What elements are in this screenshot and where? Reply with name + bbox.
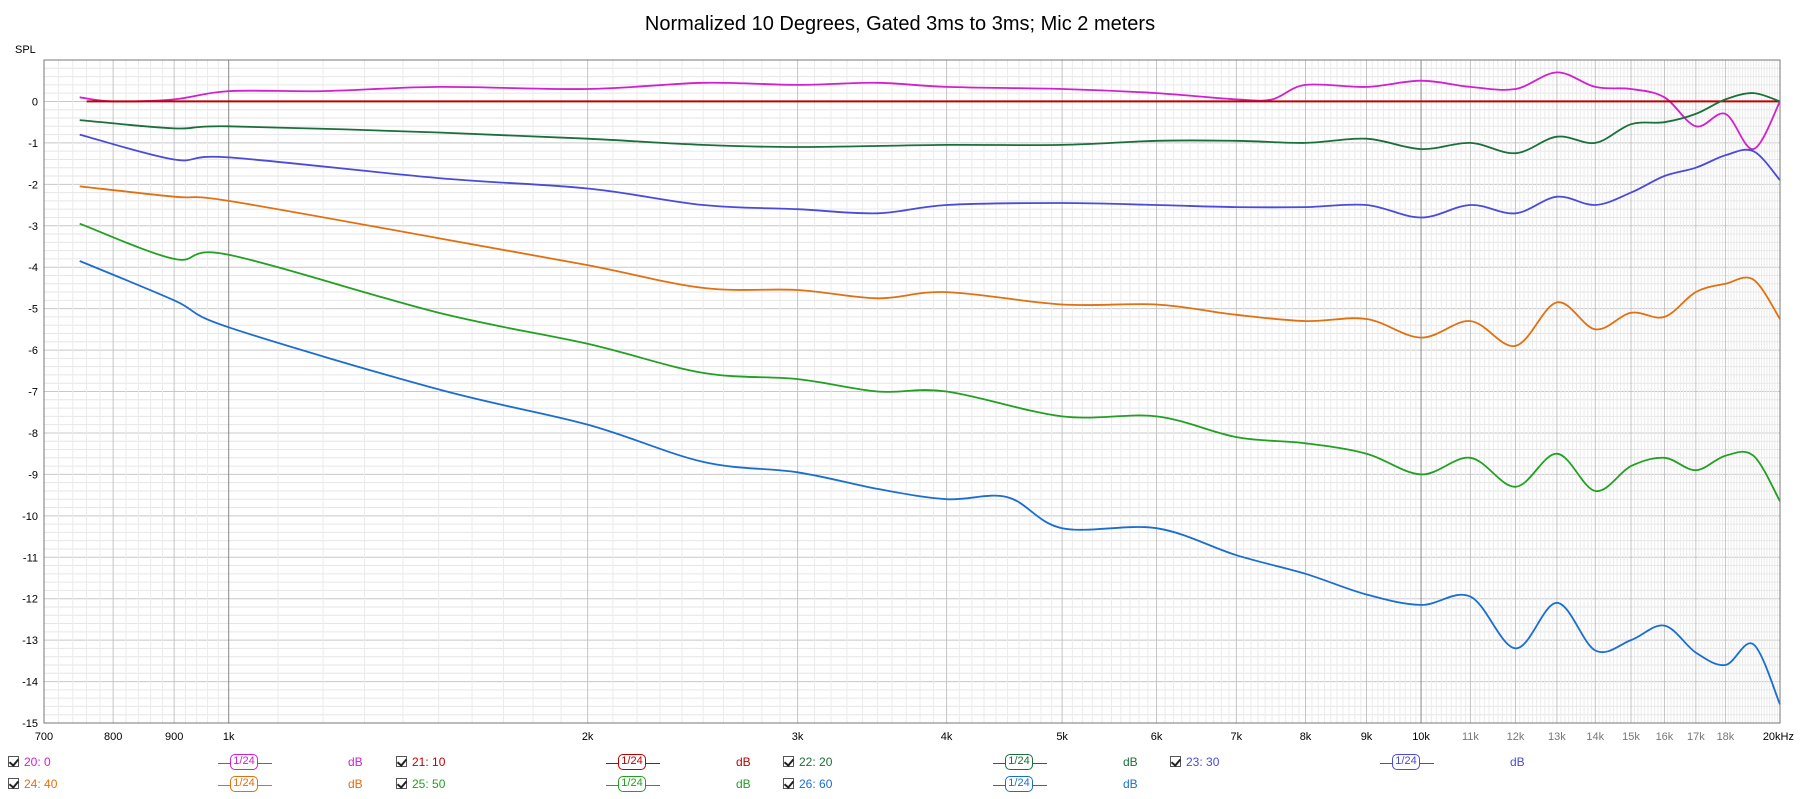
x-tick-label: 5k [1056, 731, 1068, 743]
legend-unit: dB [1123, 777, 1138, 791]
legend: 20: 0 1/24 dB 21: 10 1/24 dB 22: 20 1/24 dB 23: 3… [0, 747, 1800, 799]
legend-item: 24: 40 1/24 dB [8, 775, 388, 795]
x-tick-label: 700 [35, 731, 53, 743]
legend-label: 24: 40 [24, 777, 58, 791]
chart-title: Normalized 10 Degrees, Gated 3ms to 3ms;… [645, 13, 1155, 35]
legend-item: 26: 60 1/24 dB [783, 775, 1163, 795]
y-tick-label: -10 [22, 511, 38, 523]
series-line-2 [79, 92, 1781, 155]
y-axis-label: SPL [15, 44, 36, 56]
series-line-6 [79, 260, 1781, 705]
legend-item: 20: 0 1/24 dB [8, 753, 388, 773]
legend-checkbox[interactable] [783, 778, 794, 789]
legend-checkbox[interactable] [396, 756, 407, 767]
legend-item: 25: 50 1/24 dB [396, 775, 776, 795]
x-tick-label: 7k [1231, 731, 1243, 743]
y-tick-label: -7 [28, 387, 38, 399]
x-tick-label: 800 [104, 731, 122, 743]
smoothing-button[interactable]: 1/24 [218, 753, 272, 773]
x-tick-label: 10k [1412, 731, 1430, 743]
axis-ticks: 0 -1 -2 -3 -4 -5 -6 -7 -8 -9 -10 -11 -12 -13 -14 -15700… [22, 96, 1794, 743]
chart: Normalized 10 Degrees, Gated 3ms to 3ms;… [15, 13, 1794, 743]
y-tick-label: -8 [28, 428, 38, 440]
legend-item: 23: 30 1/24 dB [1170, 753, 1550, 773]
x-tick-label: 4k [941, 731, 953, 743]
legend-label: 23: 30 [1186, 755, 1220, 769]
legend-checkbox[interactable] [783, 756, 794, 767]
x-tick-label: 8k [1300, 731, 1312, 743]
smoothing-button[interactable]: 1/24 [606, 775, 660, 795]
x-tick-label: 16k [1656, 731, 1674, 743]
x-tick-label: 11k [1462, 731, 1479, 743]
smoothing-button[interactable]: 1/24 [993, 753, 1047, 773]
smoothing-button[interactable]: 1/24 [1380, 753, 1434, 773]
series-lines [79, 71, 1781, 705]
legend-checkbox[interactable] [8, 778, 19, 789]
legend-label: 20: 0 [24, 755, 51, 769]
y-tick-label: 0 [32, 96, 38, 108]
y-tick-label: -2 [28, 179, 38, 191]
smoothing-button[interactable]: 1/24 [606, 753, 660, 773]
y-tick-label: -9 [28, 469, 38, 481]
legend-unit: dB [348, 777, 363, 791]
y-tick-label: -11 [23, 552, 38, 564]
series-line-4 [79, 185, 1781, 347]
x-tick-label: 3k [792, 731, 804, 743]
legend-unit: dB [736, 777, 751, 791]
x-tick-label: 13k [1548, 731, 1566, 743]
legend-unit: dB [348, 755, 363, 769]
x-tick-label: 12k [1507, 731, 1525, 743]
y-tick-label: -3 [28, 221, 38, 233]
series-line-0 [79, 71, 1781, 150]
x-tick-label: 20kHz [1763, 731, 1794, 743]
y-tick-label: -1 [28, 138, 38, 150]
y-tick-label: -4 [28, 262, 38, 274]
legend-unit: dB [1123, 755, 1138, 769]
x-tick-label: 17k [1687, 731, 1705, 743]
y-tick-label: -12 [22, 594, 38, 606]
legend-label: 21: 10 [412, 755, 446, 769]
x-tick-label: 15k [1622, 731, 1640, 743]
x-tick-label: 6k [1151, 731, 1163, 743]
legend-item: 22: 20 1/24 dB [783, 753, 1163, 773]
legend-label: 25: 50 [412, 777, 446, 791]
legend-unit: dB [736, 755, 751, 769]
series-line-5 [79, 222, 1781, 502]
legend-checkbox[interactable] [8, 756, 19, 767]
legend-label: 26: 60 [799, 777, 833, 791]
legend-item: 21: 10 1/24 dB [396, 753, 776, 773]
y-tick-label: -15 [22, 718, 38, 730]
series-line-3 [79, 133, 1781, 219]
x-tick-label: 900 [165, 731, 183, 743]
x-tick-label: 18k [1717, 731, 1735, 743]
plot-frame [43, 59, 1781, 724]
x-tick-label: 2k [582, 731, 594, 743]
legend-checkbox[interactable] [1170, 756, 1181, 767]
smoothing-button[interactable]: 1/24 [218, 775, 272, 795]
y-tick-label: -13 [22, 635, 38, 647]
y-tick-label: -6 [28, 345, 38, 357]
y-tick-label: -14 [22, 677, 38, 689]
smoothing-button[interactable]: 1/24 [993, 775, 1047, 795]
legend-checkbox[interactable] [396, 778, 407, 789]
legend-label: 22: 20 [799, 755, 833, 769]
x-tick-label: 14k [1586, 731, 1604, 743]
x-tick-label: 1k [223, 731, 235, 743]
legend-unit: dB [1510, 755, 1525, 769]
y-tick-label: -5 [28, 304, 38, 316]
x-tick-label: 9k [1361, 731, 1373, 743]
